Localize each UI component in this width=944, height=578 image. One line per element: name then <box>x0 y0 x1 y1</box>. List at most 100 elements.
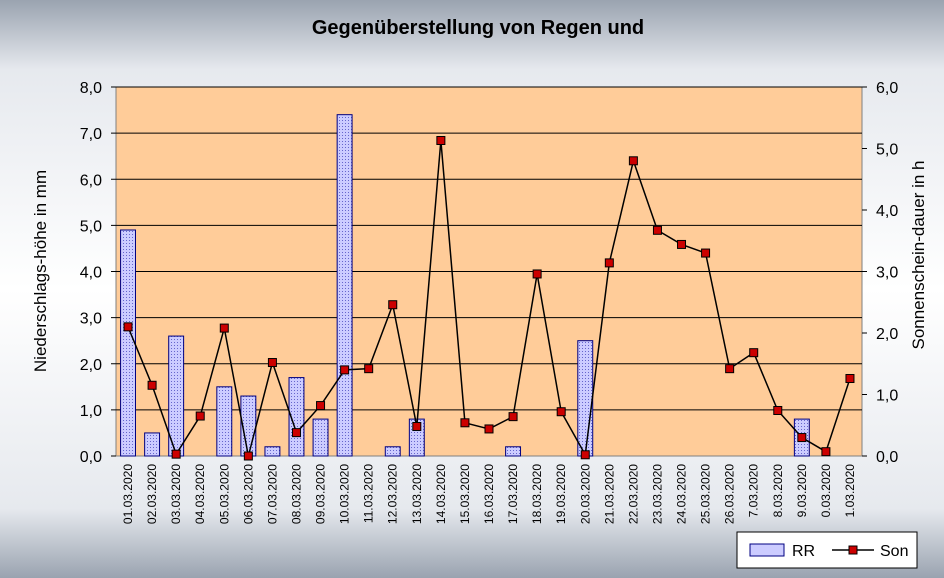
x-tick-label: 12.03.2020 <box>386 464 400 524</box>
point-son <box>580 450 590 460</box>
x-tick-label: 1.03.2020 <box>843 464 857 518</box>
x-tick-label: 09.03.2020 <box>314 464 328 524</box>
point-son <box>460 418 470 428</box>
x-tick-label: 16.03.2020 <box>482 464 496 524</box>
legend-rr-label: RR <box>792 543 815 560</box>
point-son <box>725 364 735 374</box>
x-tick-label: 19.03.2020 <box>554 464 568 524</box>
y2-axis-label: Sonnenschein-dauer in h <box>909 160 928 349</box>
point-son <box>508 412 518 422</box>
x-tick-label: 10.03.2020 <box>338 464 352 524</box>
bar-rr <box>216 386 233 457</box>
bar-rr <box>120 229 136 457</box>
bar-rr <box>336 114 353 457</box>
x-tick-label: 02.03.2020 <box>145 464 159 524</box>
x-tick-label: 7.03.2020 <box>747 464 761 518</box>
y-tick-label: 6,0 <box>80 172 102 189</box>
point-son <box>797 433 807 443</box>
point-son <box>701 248 711 258</box>
point-son <box>243 451 253 461</box>
point-son <box>316 401 326 411</box>
chart-title: Gegenüberstellung von Regen und <box>312 17 644 39</box>
point-son <box>628 156 638 166</box>
x-tick-label: 13.03.2020 <box>410 464 424 524</box>
point-son <box>677 239 687 249</box>
point-son <box>412 421 422 431</box>
y-tick-label: 3,0 <box>80 311 102 328</box>
x-tick-label: 21.03.2020 <box>602 464 616 524</box>
bar-rr <box>384 446 401 457</box>
point-son <box>556 407 566 417</box>
point-son <box>484 424 494 434</box>
point-son <box>652 225 662 235</box>
x-tick-label: 06.03.2020 <box>241 464 255 524</box>
point-son <box>219 323 229 333</box>
point-son <box>291 428 301 438</box>
x-tick-label: 11.03.2020 <box>362 464 376 523</box>
x-tick-label: 8.03.2020 <box>771 464 785 518</box>
y-tick-label: 7,0 <box>80 126 102 143</box>
point-son <box>821 447 831 457</box>
bar-rr <box>264 446 281 457</box>
x-tick-label: 26.03.2020 <box>723 464 737 524</box>
point-son <box>147 380 157 390</box>
point-son <box>749 348 759 358</box>
point-son <box>773 405 783 415</box>
bar-rr <box>312 418 329 457</box>
x-tick-label: 18.03.2020 <box>530 464 544 524</box>
point-son <box>388 300 398 310</box>
y-tick-label: 2,0 <box>80 357 102 374</box>
x-tick-label: 22.03.2020 <box>626 464 640 524</box>
point-son <box>845 374 855 384</box>
y2-tick-label: 0,0 <box>876 449 898 466</box>
y2-tick-label: 6,0 <box>876 80 898 97</box>
sunshine-line-series <box>123 136 855 461</box>
legend-rr-swatch <box>749 543 785 557</box>
point-son <box>364 364 374 374</box>
y2-tick-label: 2,0 <box>876 326 898 343</box>
point-son <box>195 411 205 421</box>
y2-tick-label: 1,0 <box>876 388 898 405</box>
bar-rr <box>577 340 594 457</box>
x-tick-label: 25.03.2020 <box>699 464 713 524</box>
x-tick-label: 05.03.2020 <box>217 464 231 524</box>
y-tick-label: 5,0 <box>80 218 102 235</box>
bar-rr <box>144 432 161 457</box>
legend-son-label: Son <box>880 543 908 560</box>
x-axis-ticks: 01.03.2020 02.03.2020 03.03.2020 04.03.2020… <box>121 464 857 524</box>
y-tick-label: 0,0 <box>80 449 102 466</box>
legend-son-marker <box>848 545 858 555</box>
y2-tick-label: 4,0 <box>876 203 898 220</box>
y2-tick-label: 3,0 <box>876 265 898 282</box>
point-son <box>436 136 446 146</box>
x-tick-label: 15.03.2020 <box>458 464 472 524</box>
x-tick-label: 01.03.2020 <box>121 464 135 524</box>
y2-tick-label: 5,0 <box>876 142 898 159</box>
point-son <box>267 358 277 368</box>
x-tick-label: 24.03.2020 <box>675 464 689 524</box>
point-son <box>340 365 350 375</box>
x-tick-label: 07.03.2020 <box>265 464 279 524</box>
left-axis-ticks: 0,0 1,0 2,0 3,0 4,0 5,0 6,0 7,0 8,0 <box>80 80 116 466</box>
x-tick-label: 20.03.2020 <box>578 464 592 524</box>
right-axis-ticks: 0,0 1,0 2,0 3,0 4,0 5,0 6,0 <box>862 80 898 466</box>
bar-rr <box>505 446 522 457</box>
point-son <box>604 258 614 268</box>
point-son <box>123 322 133 332</box>
x-tick-label: 04.03.2020 <box>193 464 207 524</box>
legend: RR Son <box>736 531 918 569</box>
x-tick-label: 08.03.2020 <box>289 464 303 524</box>
x-tick-label: 9.03.2020 <box>795 464 809 518</box>
y-tick-label: 1,0 <box>80 403 102 420</box>
y-axis-label: Niederschlags-höhe in mm <box>31 170 50 372</box>
x-tick-label: 0.03.2020 <box>819 464 833 518</box>
x-tick-label: 03.03.2020 <box>169 464 183 524</box>
y-tick-label: 4,0 <box>80 265 102 282</box>
point-son <box>171 449 181 459</box>
x-tick-label: 17.03.2020 <box>506 464 520 524</box>
point-son <box>532 269 542 279</box>
y-tick-label: 8,0 <box>80 80 102 97</box>
x-tick-label: 23.03.2020 <box>650 464 664 524</box>
x-tick-label: 14.03.2020 <box>434 464 448 524</box>
